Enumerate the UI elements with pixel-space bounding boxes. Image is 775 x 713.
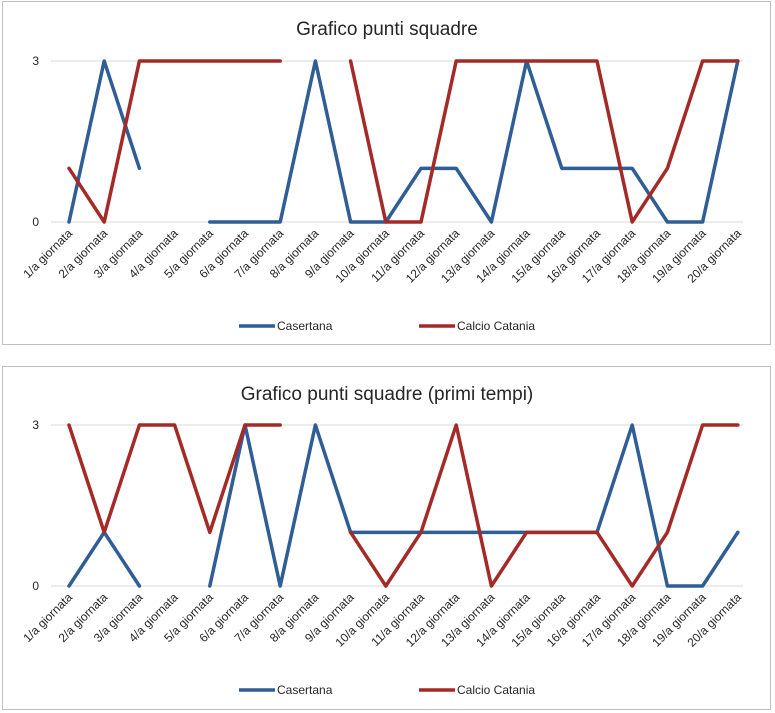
legend-label-casertana: Casertana <box>277 319 333 333</box>
legend-label-calcio-catania: Calcio Catania <box>457 683 535 697</box>
y-tick-label: 3 <box>32 418 39 432</box>
legend-label-casertana: Casertana <box>277 683 333 697</box>
chart-title: Grafico punti squadre (primi tempi) <box>241 384 534 405</box>
series-line-casertana <box>208 59 740 224</box>
line-chart: Grafico punti squadre 03 1/a giornata2/a… <box>20 19 744 333</box>
y-tick-label: 0 <box>32 215 39 229</box>
series-line-calcio-catania <box>67 423 282 535</box>
line-chart: Grafico punti squadre (primi tempi) 03 1… <box>20 384 744 697</box>
legend-label-calcio-catania: Calcio Catania <box>457 319 535 333</box>
y-tick-label: 3 <box>32 54 39 68</box>
y-tick-label: 0 <box>32 579 39 593</box>
series-line-casertana <box>67 530 142 588</box>
series-line-casertana <box>208 423 740 588</box>
series-line-calcio-catania <box>348 59 740 224</box>
series-line-calcio-catania <box>348 423 740 588</box>
chart-title: Grafico punti squadre <box>296 19 478 40</box>
series-line-calcio-catania <box>67 59 282 224</box>
series-line-casertana <box>67 59 142 224</box>
